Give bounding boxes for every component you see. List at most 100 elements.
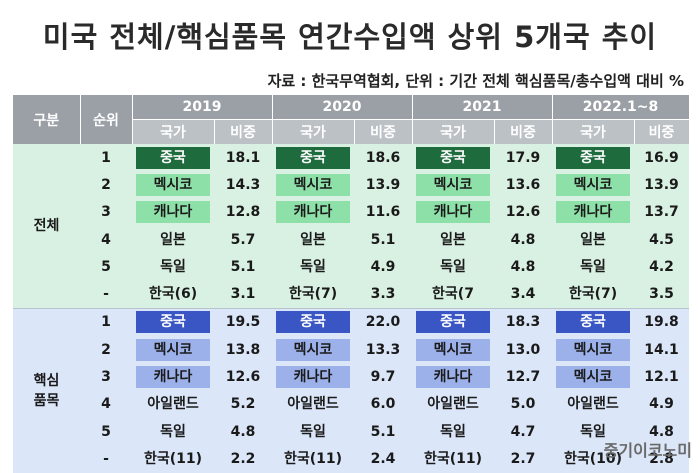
country-name: 중국 [136,311,210,334]
rank-cell: 1 [80,307,132,337]
table-row: 핵심 품목 1 중국 19.5 중국 22.0 중국 18.3 중국 19.8 [13,307,689,473]
share-cell: 17.9 [494,144,552,172]
header-rank: 순위 [80,95,133,144]
country-name: 독일 [160,423,186,440]
country-cell: 멕시코 [132,171,214,199]
country-cell: 독일 [412,253,494,281]
share-cell: 9.7 [354,363,412,391]
country-name: 한국(11) [143,450,203,467]
share-cell: 14.3 [214,171,272,199]
country-cell: 중국 [552,144,634,172]
share-cell: 4.8 [634,417,689,446]
share-cell: 3.1 [214,280,272,309]
share-cell: 4.5 [634,225,689,254]
country-name: 아일랜드 [147,396,199,413]
country-cell: 캐나다 [272,198,354,226]
country-name: 멕시코 [416,173,490,196]
share-cell: 13.7 [634,198,689,226]
country-cell: 캐나다 [272,363,354,391]
country-name: 일본 [440,231,466,248]
country-name: 아일랜드 [427,396,479,413]
header-year: 2020 [272,95,413,120]
country-name: 중국 [416,146,490,169]
table-row: 5 독일 4.8 독일 5.1 독일 4.7 독일 4.8 [13,417,689,446]
header-country: 국가 [272,119,355,144]
country-name: 중국 [556,311,630,334]
share-cell: 19.8 [634,307,689,337]
country-cell: 중국 [412,307,494,337]
table-row: 3 캐나다 12.6 캐나다 9.7 캐나다 12.7 멕시코 12.1 [13,363,689,391]
country-cell: 독일 [552,253,634,281]
country-name: 독일 [580,423,606,440]
country-cell: 한국(7) [272,280,354,309]
country-name: 한국(11) [423,450,483,467]
country-name: 아일랜드 [287,396,339,413]
country-name: 한국(10) [563,450,623,467]
header-year: 2019 [132,95,273,120]
country-name: 한국(7) [288,286,338,303]
section-label: 전체 [13,144,80,309]
country-name: 독일 [300,258,326,275]
country-cell: 독일 [272,417,354,446]
country-cell: 아일랜드 [272,390,354,418]
country-name: 독일 [160,258,186,275]
table-row: 4 일본 5.7 일본 5.1 일본 4.8 일본 4.5 [13,225,689,254]
country-cell: 독일 [132,253,214,281]
country-cell: 한국(11) [412,445,494,473]
country-cell: 아일랜드 [132,390,214,418]
share-cell: 4.9 [634,390,689,418]
rank-cell: 4 [80,390,132,418]
country-cell: 일본 [552,225,634,254]
country-name: 멕시코 [556,366,630,389]
rank-cell: 3 [80,363,132,391]
section-label-line: 품목 [33,392,60,409]
country-cell: 아일랜드 [552,390,634,418]
header-country: 국가 [412,119,495,144]
header-country: 국가 [132,119,215,144]
page-title: 미국 전체/핵심품목 연간수입액 상위 5개국 추이 [42,20,658,54]
country-cell: 일본 [412,225,494,254]
country-name: 중국 [136,146,210,169]
country-cell: 멕시코 [412,171,494,199]
share-cell: 5.7 [214,225,272,254]
country-cell: 한국(11) [272,445,354,473]
country-cell: 일본 [132,225,214,254]
country-name: 캐나다 [136,201,210,224]
country-cell: 독일 [132,417,214,446]
share-cell: 5.1 [214,253,272,281]
table-row: 2 멕시코 13.8 멕시코 13.3 멕시코 13.0 멕시코 14.1 [13,336,689,364]
rank-cell: 5 [80,253,132,281]
rank-cell: 2 [80,171,132,199]
country-cell: 독일 [552,417,634,446]
table-row: 3 캐나다 12.8 캐나다 11.6 캐나다 12.6 캐나다 13.7 [13,198,689,226]
rank-cell: 4 [80,225,132,254]
country-name: 중국 [276,146,350,169]
share-cell: 4.7 [494,417,552,446]
country-name: 일본 [580,231,606,248]
country-cell: 멕시코 [412,336,494,364]
share-cell: 18.1 [214,144,272,172]
share-cell: 12.7 [494,363,552,391]
country-cell: 중국 [132,307,214,337]
country-name: 한국(7) [568,286,618,303]
country-cell: 멕시코 [132,336,214,364]
country-name: 독일 [300,423,326,440]
share-cell: 12.6 [214,363,272,391]
section-label: 핵심 품목 [13,307,80,473]
country-cell: 멕시코 [552,336,634,364]
country-name: 캐나다 [416,366,490,389]
country-cell: 캐나다 [132,363,214,391]
country-cell: 캐나다 [552,198,634,226]
share-cell: 6.0 [354,390,412,418]
country-name: 멕시코 [276,173,350,196]
country-name: 일본 [300,231,326,248]
country-cell: 멕시코 [552,171,634,199]
country-name: 캐나다 [136,366,210,389]
country-name: 멕시코 [416,338,490,361]
country-cell: 캐나다 [132,198,214,226]
country-name: 캐나다 [416,201,490,224]
country-name: 멕시코 [556,338,630,361]
share-cell: 22.0 [354,307,412,337]
table-row: 4 아일랜드 5.2 아일랜드 6.0 아일랜드 5.0 아일랜드 4.9 [13,390,689,418]
country-cell: 한국(6) [132,280,214,309]
